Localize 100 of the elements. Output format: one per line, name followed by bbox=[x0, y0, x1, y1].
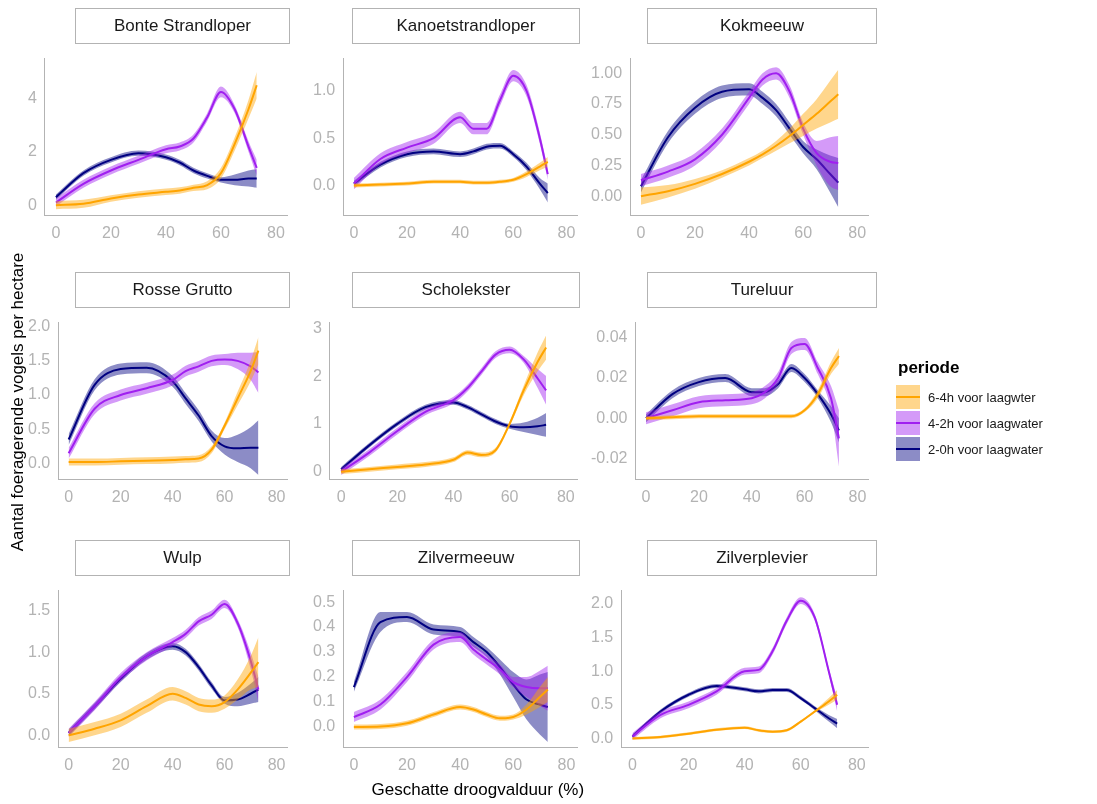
x-tick-label: 80 bbox=[848, 487, 867, 505]
y-tick-label: 1.0 bbox=[27, 642, 51, 660]
x-tick-label: 40 bbox=[735, 755, 754, 773]
x-tick-label: 0 bbox=[64, 755, 74, 773]
legend-label: 2-0h voor laagwater bbox=[928, 441, 1043, 457]
chart-title: Kokmeeuw bbox=[647, 8, 877, 44]
y-tick-label: 0.02 bbox=[596, 368, 628, 386]
x-tick-label: 0 bbox=[349, 223, 359, 241]
y-tick-label: 0.5 bbox=[27, 419, 51, 437]
y-axis-title: Aantal foeragerende vogels per hectare bbox=[7, 252, 28, 552]
x-tick-label: 20 bbox=[111, 487, 130, 505]
y-tick-label: 2 bbox=[27, 142, 37, 160]
x-axis-title: Geschatte droogvalduur (%) bbox=[371, 780, 585, 800]
x-tick-label: 20 bbox=[388, 487, 407, 505]
y-tick-label: 0 bbox=[312, 462, 322, 480]
y-tick-label: 4 bbox=[27, 88, 37, 106]
x-tick-label: 40 bbox=[157, 223, 175, 241]
y-tick-label: 2.0 bbox=[590, 594, 614, 612]
y-tick-label: 0.50 bbox=[591, 125, 623, 143]
x-tick-label: 20 bbox=[102, 223, 120, 241]
y-tick-label: 0.2 bbox=[312, 667, 336, 685]
chart-title: Wulp bbox=[75, 540, 290, 576]
x-tick-label: 80 bbox=[267, 487, 286, 505]
x-tick-label: 40 bbox=[742, 487, 761, 505]
y-tick-label: 0.75 bbox=[591, 94, 623, 112]
y-tick-label: 0 bbox=[27, 195, 37, 213]
chart-title: Tureluur bbox=[647, 272, 877, 308]
y-tick-label: 1.0 bbox=[312, 81, 336, 99]
legend-title: periode bbox=[898, 358, 961, 378]
x-tick-label: 20 bbox=[111, 755, 130, 773]
y-tick-label: 0.00 bbox=[596, 408, 628, 426]
y-tick-label: -0.02 bbox=[591, 448, 628, 466]
y-tick-label: 1.5 bbox=[27, 351, 51, 369]
y-tick-label: 0.4 bbox=[312, 617, 336, 635]
line-series bbox=[352, 144, 549, 195]
y-tick-label: 0.0 bbox=[590, 728, 614, 746]
x-tick-label: 60 bbox=[504, 755, 523, 773]
y-tick-label: 0.5 bbox=[312, 592, 336, 610]
x-tick-label: 20 bbox=[686, 223, 705, 241]
x-tick-label: 60 bbox=[791, 755, 810, 773]
chart-title: Zilvermeeuw bbox=[352, 540, 580, 576]
y-tick-label: 0.3 bbox=[312, 642, 336, 660]
x-tick-label: 60 bbox=[500, 487, 519, 505]
line-series bbox=[352, 688, 549, 729]
x-tick-label: 80 bbox=[556, 487, 575, 505]
line-series bbox=[645, 367, 840, 432]
y-tick-label: 0.25 bbox=[591, 155, 623, 173]
y-tick-label: 0.5 bbox=[590, 695, 614, 713]
x-tick-label: 20 bbox=[398, 755, 416, 773]
x-tick-label: 40 bbox=[163, 755, 182, 773]
x-tick-label: 40 bbox=[163, 487, 182, 505]
y-tick-label: 1.00 bbox=[591, 63, 623, 81]
chart-title: Kanoetstrandloper bbox=[352, 8, 580, 44]
y-tick-label: 0.04 bbox=[596, 328, 628, 346]
x-tick-label: 80 bbox=[848, 223, 867, 241]
y-tick-label: 2.0 bbox=[27, 317, 51, 335]
y-tick-label: 0.5 bbox=[27, 684, 51, 702]
chart-title: Zilverplevier bbox=[647, 540, 877, 576]
x-tick-label: 80 bbox=[847, 755, 866, 773]
x-tick-label: 80 bbox=[267, 223, 285, 241]
x-tick-label: 60 bbox=[215, 487, 234, 505]
x-tick-label: 60 bbox=[215, 755, 234, 773]
y-tick-label: 0.0 bbox=[27, 725, 51, 743]
x-tick-label: 80 bbox=[557, 755, 576, 773]
line-series bbox=[645, 342, 840, 440]
y-tick-label: 2 bbox=[312, 366, 322, 384]
x-tick-label: 20 bbox=[679, 755, 698, 773]
x-tick-label: 0 bbox=[636, 223, 646, 241]
chart-title: Bonte Strandloper bbox=[75, 8, 290, 44]
x-tick-label: 20 bbox=[398, 223, 416, 241]
x-tick-label: 20 bbox=[689, 487, 708, 505]
x-tick-label: 0 bbox=[641, 487, 651, 505]
y-tick-label: 0.00 bbox=[591, 186, 623, 204]
legend-label: 4-2h voor laagwater bbox=[928, 415, 1043, 431]
x-tick-label: 60 bbox=[795, 487, 814, 505]
legend-label: 6-4h voor laagwter bbox=[928, 389, 1036, 405]
x-tick-label: 60 bbox=[212, 223, 230, 241]
x-tick-label: 0 bbox=[64, 487, 74, 505]
line-series bbox=[67, 661, 260, 737]
x-tick-label: 60 bbox=[504, 223, 523, 241]
x-tick-label: 40 bbox=[451, 223, 470, 241]
y-tick-label: 0.1 bbox=[312, 692, 336, 710]
chart-title: Scholekster bbox=[352, 272, 580, 308]
y-tick-label: 1 bbox=[312, 414, 322, 432]
x-tick-label: 0 bbox=[349, 755, 359, 773]
y-tick-label: 1.0 bbox=[590, 661, 614, 679]
y-tick-label: 0.0 bbox=[312, 717, 336, 735]
x-tick-label: 80 bbox=[557, 223, 576, 241]
x-tick-label: 80 bbox=[267, 755, 286, 773]
x-tick-label: 40 bbox=[444, 487, 463, 505]
y-tick-label: 0.0 bbox=[312, 175, 336, 193]
x-tick-label: 40 bbox=[451, 755, 470, 773]
line-series bbox=[352, 616, 549, 709]
x-tick-label: 40 bbox=[740, 223, 759, 241]
chart-title: Rosse Grutto bbox=[75, 272, 290, 308]
y-tick-label: 1.5 bbox=[590, 628, 614, 646]
y-tick-label: 1.5 bbox=[27, 600, 51, 618]
y-tick-label: 0.5 bbox=[312, 128, 336, 146]
y-tick-label: 1.0 bbox=[27, 385, 51, 403]
x-tick-label: 60 bbox=[794, 223, 813, 241]
